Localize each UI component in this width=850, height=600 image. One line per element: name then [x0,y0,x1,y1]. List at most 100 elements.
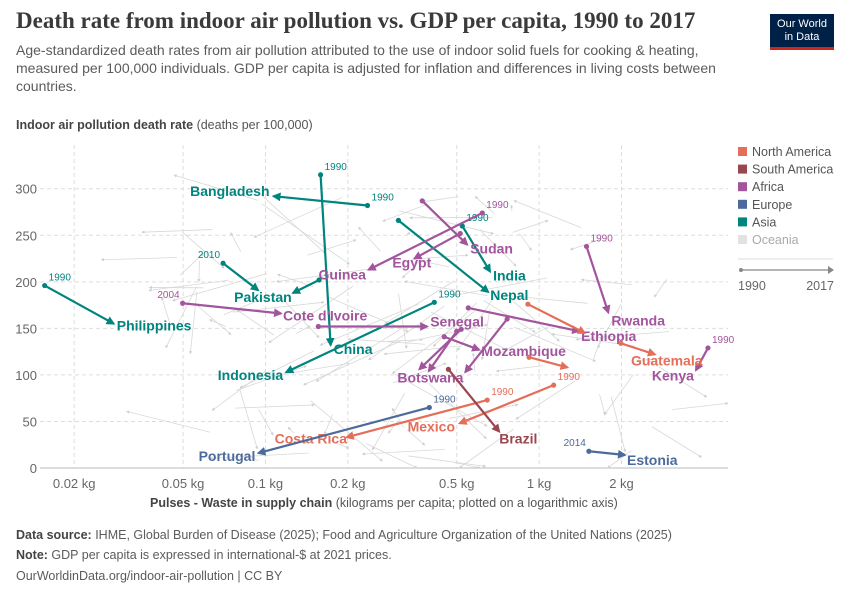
background-country-arrow [211,370,266,411]
background-country-arrow [428,382,487,440]
background-country-arrow [636,357,671,363]
background-country-arrow [230,232,242,252]
series-country-label: Egypt [392,255,431,271]
background-country-arrow [268,285,354,343]
footer-url[interactable]: OurWorldinData.org/indoor-air-pollution … [16,569,283,583]
series-start-year-label: 1990 [372,193,395,204]
background-country-arrow [479,229,517,267]
background-country-arrow [607,450,632,469]
series-start-year-label: 2004 [157,290,180,301]
y-axis-label-bold: Indoor air pollution death rate [16,118,194,132]
series-start-dot [315,323,321,330]
background-country-arrow [512,219,549,233]
series-start-year-label: 1990 [486,200,509,211]
x-axis-label: Pulses - Waste in supply chain (kilogram… [150,496,618,510]
series-arrow [421,200,469,246]
series-arrow [366,211,483,271]
series-start-dot [220,260,226,266]
x-tick-label: 0.05 kg [162,476,205,491]
series-arrow [44,284,116,325]
background-country-arrow [597,303,622,349]
data-source-text[interactable]: IHME, Global Burden of Disease (2025); F… [91,528,672,542]
series-start-dot [583,243,590,250]
series-start-dot [180,300,186,306]
background-country-arrow [610,396,627,453]
series-country-label: Estonia [627,452,678,468]
y-tick-label: 200 [15,275,37,290]
x-axis-label-bold: Pulses - Waste in supply chain [150,496,333,510]
owid-logo[interactable]: Our World in Data [770,14,834,50]
background-country-arrow [495,365,543,373]
background-country-arrow [406,231,411,235]
background-country-arrow [361,448,445,456]
series-country-label: Mexico [408,418,455,434]
series-start-dot [484,397,490,403]
series-start-dot [525,301,531,307]
series-start-dot [526,354,532,360]
country-series-mexico: 1990 Mexico [408,372,581,434]
country-series-portugal: 1990 Portugal [199,394,456,464]
country-series-philippines: 1990 Philippines [42,273,192,334]
background-country-arrow [148,279,229,292]
background-country-arrow [406,429,426,446]
x-axis-label-unit: (kilograms per capita; plotted on a loga… [332,496,618,510]
background-country-arrow [391,407,405,428]
y-tick-label: 0 [30,461,37,476]
series-country-label: Rwanda [611,313,665,329]
background-country-arrow [383,345,460,356]
series-country-label: Senegal [430,314,484,330]
background-country-arrow [457,291,499,351]
series-start-dot [454,328,460,334]
series-arrow [222,262,260,292]
background-country-arrow [173,174,258,201]
series-arrow [588,449,627,459]
background-country-arrow [580,278,632,286]
background-country-arrow [209,452,309,460]
series-arrow [271,192,368,207]
background-country-arrow [672,401,729,411]
series-arrow [284,301,435,374]
background-country-arrow [236,365,307,391]
background-country-arrow [239,350,314,389]
y-tick-label: 50 [23,414,37,429]
background-country-arrow [267,362,350,378]
note-label: Note: [16,548,48,562]
background-country-arrow [172,273,268,302]
background-country-arrow [347,337,426,345]
background-country-arrow [253,197,343,238]
background-country-arrow [404,280,488,297]
background-country-arrow [194,303,232,336]
background-country-arrow [161,296,171,325]
series-start-dot [479,210,485,216]
series-start-dot [445,366,451,372]
legend-label-oceania: Oceania [752,233,799,247]
background-country-arrow [417,259,450,268]
country-series-estonia: 2014 Estonia [564,438,678,468]
series-arrow [528,356,570,370]
series-country-label: Bangladesh [190,183,269,199]
series-country-label: China [334,341,373,357]
series-arrow [585,246,611,315]
series-country-label: Kenya [652,367,694,383]
x-tick-label: 0.2 kg [330,476,365,491]
series-start-year-label: 1990 [712,335,735,346]
background-country-arrow [648,359,708,398]
series-arrow [527,303,587,335]
series-country-label: Pakistan [234,289,292,305]
series-start-dot [457,230,463,237]
background-country-arrow [515,380,576,420]
data-source-label: Data source: [16,528,92,542]
series-start-dot [465,305,471,311]
y-tick-label: 300 [15,182,37,197]
y-tick-label: 150 [15,321,37,336]
background-country-arrow [480,308,491,361]
country-series-guatemala: Guatemala [618,340,703,368]
country-series-nepal: Nepal [395,217,528,303]
series-arrow [319,174,335,347]
series-start-year-label: 1990 [558,372,581,383]
background-country-arrow [458,428,514,469]
series-country-label: Guinea [319,267,367,283]
series-country-label: Ethiopia [581,328,636,344]
country-series-mozambique: Mozambique [441,334,566,359]
